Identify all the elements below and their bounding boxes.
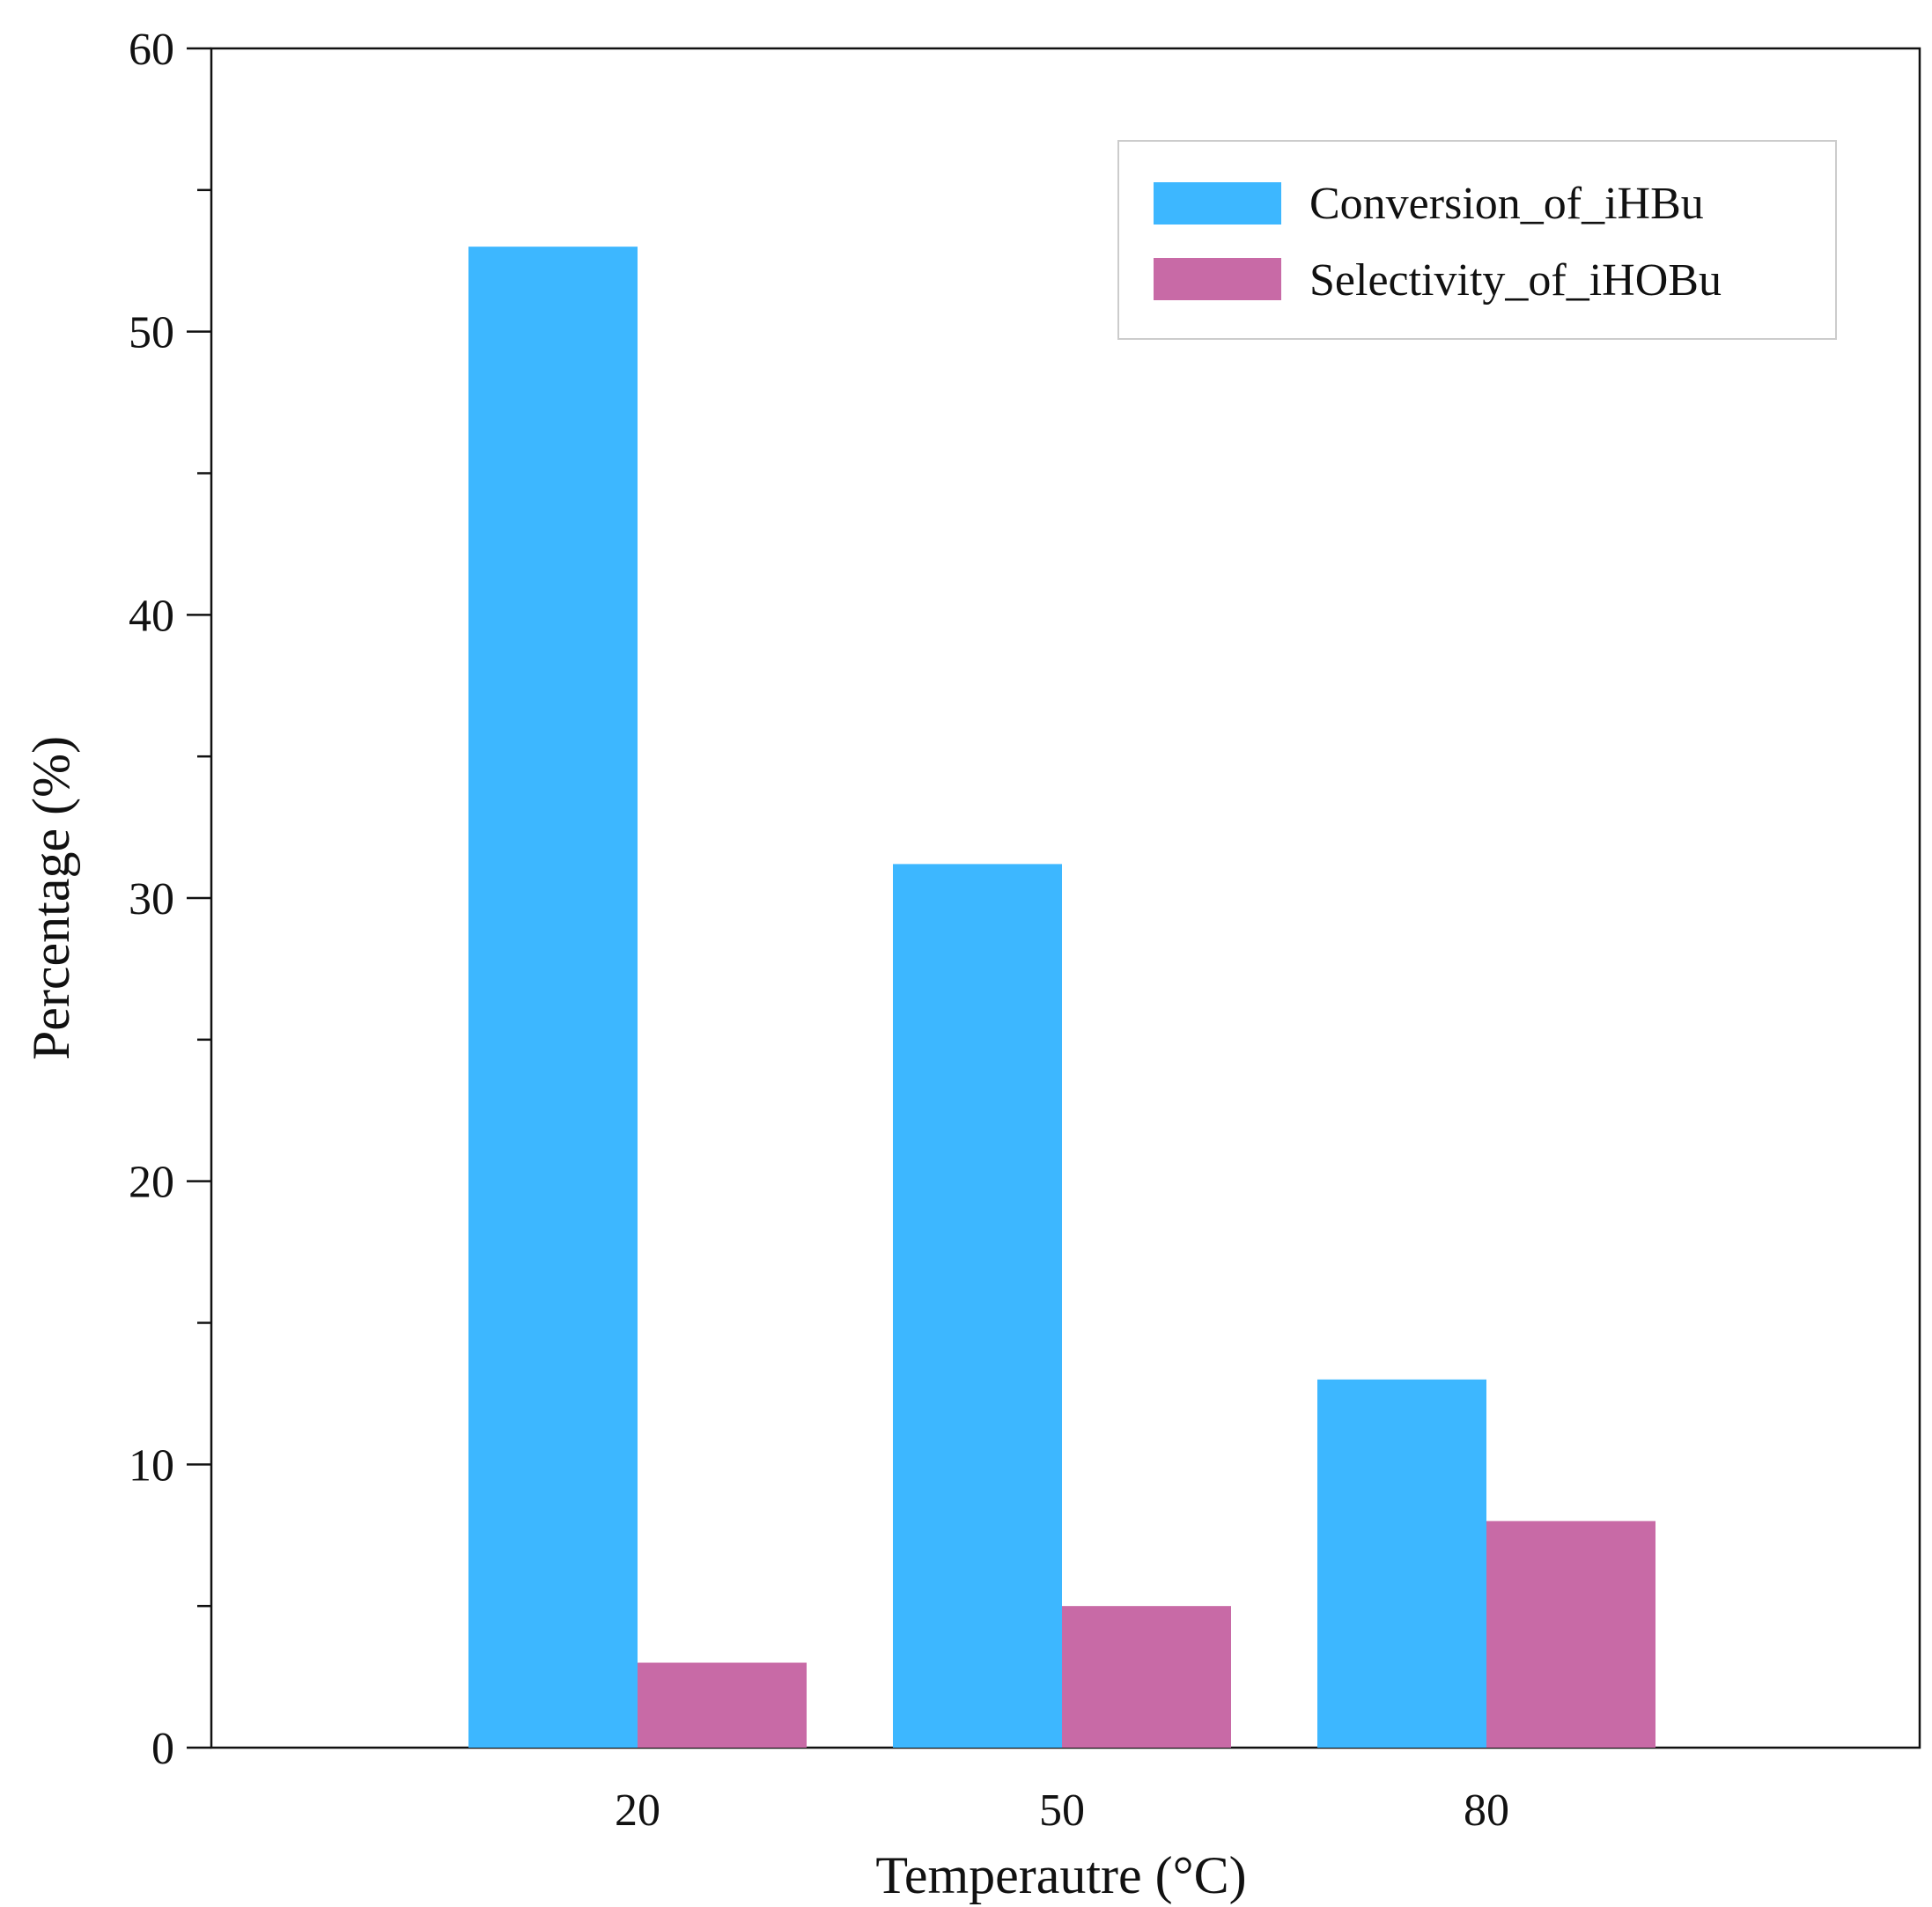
y-tick-label: 30 <box>129 874 174 924</box>
bar-selectivity-80 <box>1486 1520 1655 1748</box>
x-axis: 20 50 80 <box>615 1786 1509 1836</box>
legend: Conversion_of_iHBu Selectivity_of_iHOBu <box>1117 140 1837 340</box>
y-axis: 0 10 20 30 40 50 60 <box>129 25 211 1774</box>
legend-swatch-conversion <box>1154 182 1281 225</box>
legend-label-conversion: Conversion_of_iHBu <box>1309 179 1704 229</box>
bar-conversion-80 <box>1317 1379 1486 1748</box>
x-tick-label: 50 <box>1039 1786 1085 1836</box>
y-tick-label: 60 <box>129 25 174 75</box>
legend-label-selectivity: Selectivity_of_iHOBu <box>1309 255 1722 306</box>
bars <box>468 247 1655 1749</box>
x-axis-title: Temperautre (°C) <box>875 1846 1246 1904</box>
y-tick-label: 40 <box>129 591 174 641</box>
y-axis-title: Percentage (%) <box>22 736 80 1060</box>
x-tick-label: 80 <box>1464 1786 1509 1836</box>
bar-conversion-50 <box>893 864 1062 1748</box>
bar-selectivity-50 <box>1062 1606 1231 1748</box>
legend-box <box>1117 140 1837 340</box>
legend-swatch-selectivity <box>1154 258 1281 300</box>
y-tick-label: 50 <box>129 308 174 358</box>
y-tick-label: 20 <box>129 1158 174 1208</box>
bar-conversion-20 <box>468 247 638 1749</box>
y-tick-label: 10 <box>129 1440 174 1491</box>
x-tick-label: 20 <box>615 1786 660 1836</box>
y-tick-label: 0 <box>151 1724 174 1774</box>
bar-selectivity-20 <box>638 1662 807 1748</box>
